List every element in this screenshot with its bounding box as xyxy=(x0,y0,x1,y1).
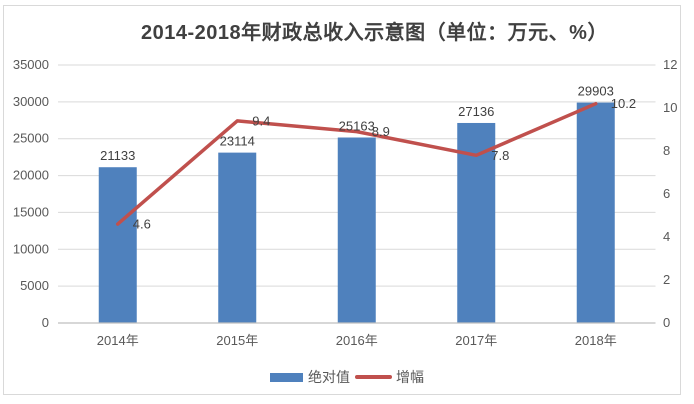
left-axis-tick: 35000 xyxy=(13,57,49,72)
left-axis-tick: 0 xyxy=(42,315,49,330)
left-axis-tick: 25000 xyxy=(13,131,49,146)
x-axis-label: 2014年 xyxy=(97,333,139,348)
bar-2018年 xyxy=(576,102,615,323)
left-axis-tick: 30000 xyxy=(13,94,49,109)
right-axis-tick: 10 xyxy=(663,100,677,115)
bar-data-label: 27136 xyxy=(458,104,494,119)
line-data-label: 10.2 xyxy=(611,96,636,111)
legend-bar-label: 绝对值 xyxy=(308,369,350,385)
line-data-label: 9.4 xyxy=(252,113,270,128)
bar-data-label: 21133 xyxy=(100,148,135,163)
left-axis-tick: 15000 xyxy=(13,204,49,219)
bar-2016年 xyxy=(337,137,376,323)
line-data-label: 4.6 xyxy=(133,217,151,232)
right-axis-tick: 2 xyxy=(663,272,670,287)
legend-line-swatch-icon xyxy=(355,375,392,379)
bar-data-label: 23114 xyxy=(220,134,255,149)
left-axis-tick: 10000 xyxy=(13,241,49,256)
bar-data-label: 25163 xyxy=(339,119,375,134)
bar-2015年 xyxy=(218,152,257,323)
left-axis-tick: 20000 xyxy=(13,168,49,183)
legend: 绝对值 增幅 xyxy=(0,367,694,387)
chart-title: 2014-2018年财政总收入示意图（单位：万元、%） xyxy=(141,22,608,44)
legend-line-label: 增幅 xyxy=(396,369,424,385)
right-axis-tick: 6 xyxy=(663,186,670,201)
x-axis-label: 2016年 xyxy=(336,333,378,348)
x-axis-label: 2017年 xyxy=(455,333,497,348)
right-axis-tick: 0 xyxy=(663,315,670,330)
right-axis-tick: 12 xyxy=(663,57,677,72)
bar-data-label: 29903 xyxy=(578,84,614,99)
x-axis-label: 2015年 xyxy=(216,333,258,348)
line-data-label: 8.9 xyxy=(372,124,390,139)
left-axis-tick: 5000 xyxy=(20,278,49,293)
x-axis-label: 2018年 xyxy=(575,333,617,348)
legend-bar-swatch-icon xyxy=(270,372,303,382)
bar-2014年 xyxy=(98,167,137,323)
growth-line xyxy=(116,101,598,226)
right-axis-tick: 8 xyxy=(663,143,670,158)
right-axis-tick: 4 xyxy=(663,229,670,244)
line-data-label: 7.8 xyxy=(491,148,509,163)
